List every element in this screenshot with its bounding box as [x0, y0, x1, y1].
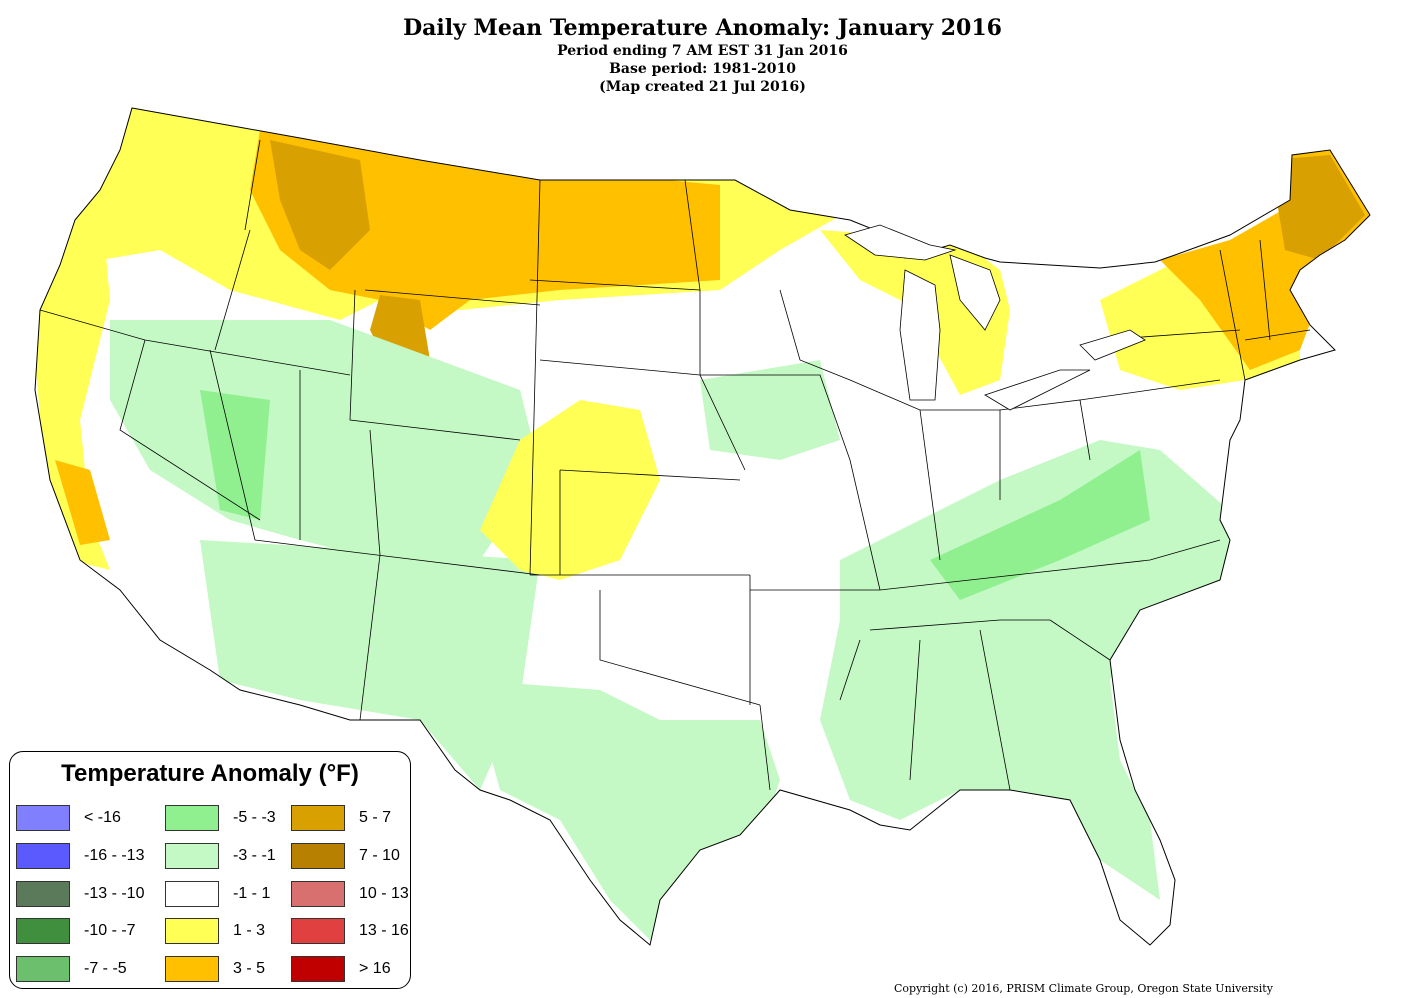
great-lakes — [844, 224, 1146, 411]
legend-label: -1 - 1 — [233, 885, 271, 902]
legend-swatch — [165, 881, 219, 907]
legend-swatch — [16, 918, 70, 944]
legend-label: -13 - -10 — [84, 885, 145, 902]
legend-swatch — [165, 843, 219, 869]
legend-label: 3 - 5 — [233, 960, 266, 977]
legend-label: 13 - 16 — [359, 922, 409, 939]
legend-swatch — [291, 881, 345, 907]
map-created-text: (Map created 21 Jul 2016) — [599, 79, 806, 95]
legend-swatch — [16, 805, 70, 831]
legend-swatch — [291, 805, 345, 831]
state-boundaries — [34, 107, 1371, 946]
legend-swatch — [165, 805, 219, 831]
legend-label: -10 - -7 — [84, 922, 136, 939]
legend-title: Temperature Anomaly (°F) — [61, 760, 359, 787]
legend-label: > 16 — [359, 960, 391, 977]
legend-swatch — [165, 956, 219, 982]
legend-label: -7 - -5 — [84, 960, 127, 977]
base-period-text: Base period: 1981-2010 — [609, 61, 796, 77]
legend-label: -5 - -3 — [233, 809, 276, 826]
legend-label: 7 - 10 — [359, 847, 400, 864]
legend-swatch — [16, 881, 70, 907]
period-text: Period ending 7 AM EST 31 Jan 2016 — [557, 43, 848, 59]
legend-label: 10 - 13 — [359, 885, 409, 902]
map-title: Daily Mean Temperature Anomaly: January … — [403, 15, 1002, 41]
legend: Temperature Anomaly (°F) < -16 -16 - -13… — [9, 751, 411, 989]
legend-label: 1 - 3 — [233, 922, 266, 939]
legend-swatch — [291, 918, 345, 944]
legend-label: 5 - 7 — [359, 809, 392, 826]
legend-label: -3 - -1 — [233, 847, 276, 864]
legend-swatch — [165, 918, 219, 944]
legend-label: -16 - -13 — [84, 847, 145, 864]
map-title-block: Daily Mean Temperature Anomaly: January … — [0, 14, 1405, 96]
legend-swatch — [291, 843, 345, 869]
legend-swatch — [291, 956, 345, 982]
legend-swatch — [16, 843, 70, 869]
legend-swatch — [16, 956, 70, 982]
copyright-text: Copyright (c) 2016, PRISM Climate Group,… — [894, 982, 1273, 995]
legend-label: < -16 — [84, 809, 121, 826]
